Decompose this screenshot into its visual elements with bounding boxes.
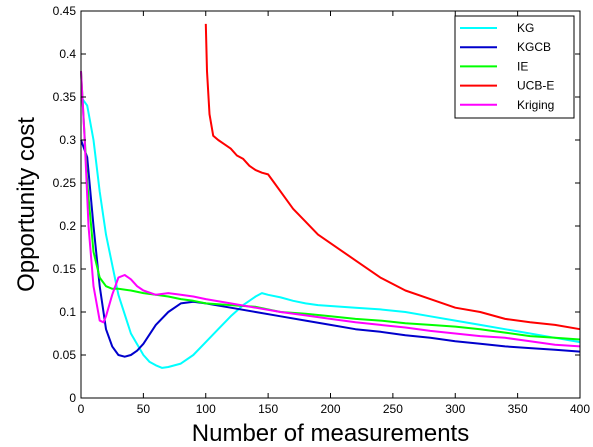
x-tick-label: 200: [320, 402, 340, 416]
y-axis-ticks: 0 0.05 0.1 0.15 0.2 0.25 0.3 0.35 0.4 0.45: [53, 4, 580, 405]
legend-label: KGCB: [517, 40, 551, 54]
series-line-ie: [80, 71, 581, 341]
legend-label: UCB-E: [517, 79, 554, 93]
y-tick-label: 0.35: [53, 90, 77, 104]
y-tick-label: 0.3: [59, 133, 76, 147]
x-tick-label: 100: [196, 402, 216, 416]
x-tick-label: 0: [78, 402, 85, 416]
y-tick-label: 0: [69, 391, 76, 405]
series-line-kgcb: [80, 139, 581, 358]
series-line-ucb-e: [204, 23, 581, 331]
x-tick-label: 250: [383, 402, 403, 416]
x-axis-title: Number of measurements: [192, 420, 469, 447]
x-tick-label: 400: [570, 402, 590, 416]
legend-label: IE: [517, 59, 528, 73]
y-axis-title: Opportunity cost: [13, 117, 40, 292]
y-tick-label: 0.1: [59, 305, 76, 319]
y-tick-label: 0.05: [53, 348, 77, 362]
legend: KG KGCB IE UCB-E Kriging: [454, 15, 575, 119]
y-tick-label: 0.45: [53, 4, 77, 18]
x-tick-label: 300: [445, 402, 465, 416]
y-tick-label: 0.25: [53, 176, 77, 190]
x-tick-label: 50: [137, 402, 151, 416]
series-line-kg: [80, 96, 581, 369]
y-tick-label: 0.2: [59, 219, 76, 233]
y-tick-label: 0.4: [59, 47, 76, 61]
series-lines: [80, 23, 581, 369]
x-tick-label: 150: [258, 402, 278, 416]
series-line-kriging: [80, 71, 581, 348]
legend-label: KG: [517, 21, 534, 35]
legend-label: Kriging: [517, 98, 554, 112]
y-tick-label: 0.15: [53, 262, 77, 276]
x-axis-ticks: 0 50 100 150 200 250 300 350 400: [78, 11, 590, 416]
x-tick-label: 350: [508, 402, 528, 416]
